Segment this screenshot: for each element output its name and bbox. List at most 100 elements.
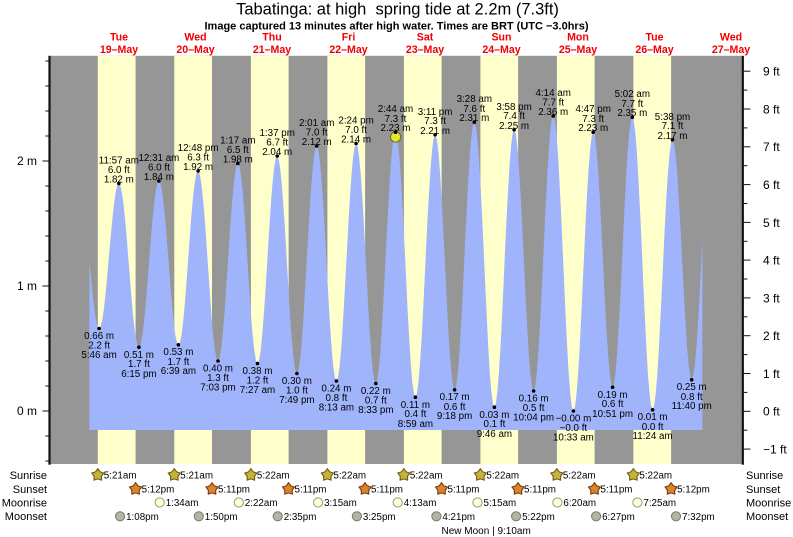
svg-text:25–May: 25–May: [559, 44, 597, 56]
svg-text:3:28 am: 3:28 am: [457, 94, 492, 105]
svg-text:3:11 pm: 3:11 pm: [418, 107, 453, 118]
svg-text:0.66 m: 0.66 m: [84, 331, 114, 342]
svg-text:Moonset: Moonset: [746, 511, 788, 523]
svg-text:Mon: Mon: [567, 32, 589, 44]
svg-text:0.40 m: 0.40 m: [203, 364, 233, 375]
svg-text:5:11pm: 5:11pm: [371, 485, 403, 496]
svg-text:9 ft: 9 ft: [763, 65, 780, 79]
svg-text:−1 ft: −1 ft: [763, 443, 787, 457]
svg-text:6 ft: 6 ft: [763, 178, 780, 192]
svg-text:23–May: 23–May: [406, 44, 444, 56]
svg-text:0.6 ft: 0.6 ft: [444, 402, 466, 413]
svg-text:0.53 m: 0.53 m: [163, 347, 193, 358]
svg-text:2.17 m: 2.17 m: [658, 131, 688, 142]
svg-text:1:08pm: 1:08pm: [126, 512, 159, 523]
svg-text:11:24 am: 11:24 am: [633, 431, 673, 442]
svg-text:2:24 pm: 2:24 pm: [338, 116, 373, 127]
svg-text:0.6 ft: 0.6 ft: [602, 399, 624, 410]
svg-text:0.5 ft: 0.5 ft: [523, 403, 545, 414]
svg-text:5:22am: 5:22am: [257, 471, 290, 482]
svg-text:0.22 m: 0.22 m: [361, 386, 391, 397]
svg-text:8:33 pm: 8:33 pm: [358, 405, 393, 416]
svg-text:7.3 ft: 7.3 ft: [424, 116, 446, 127]
svg-text:6:15 pm: 6:15 pm: [121, 369, 156, 380]
svg-text:6.0 ft: 6.0 ft: [108, 165, 130, 176]
svg-text:20–May: 20–May: [176, 44, 214, 56]
svg-text:7.0 ft: 7.0 ft: [306, 128, 328, 139]
svg-text:6:20am: 6:20am: [563, 498, 596, 509]
svg-text:10:51 pm: 10:51 pm: [592, 409, 633, 420]
svg-text:Moonrise: Moonrise: [746, 497, 791, 509]
svg-text:0.03 m: 0.03 m: [479, 410, 509, 421]
svg-text:1.0 ft: 1.0 ft: [286, 386, 308, 397]
svg-text:10:04 pm: 10:04 pm: [513, 413, 554, 424]
svg-text:0 m: 0 m: [17, 404, 37, 418]
svg-text:1.92 m: 1.92 m: [183, 162, 213, 173]
svg-text:2.04 m: 2.04 m: [262, 147, 292, 158]
svg-text:1.3 ft: 1.3 ft: [207, 373, 229, 384]
svg-text:0.0 ft: 0.0 ft: [642, 422, 664, 433]
svg-text:6.3 ft: 6.3 ft: [187, 153, 209, 164]
svg-text:2.25 m: 2.25 m: [499, 121, 529, 132]
svg-text:Sunset: Sunset: [746, 484, 780, 496]
svg-text:3:58 pm: 3:58 pm: [496, 102, 531, 113]
svg-text:5:38 pm: 5:38 pm: [655, 112, 690, 123]
svg-text:9:46 am: 9:46 am: [477, 429, 512, 440]
svg-text:0.30 m: 0.30 m: [282, 376, 312, 387]
svg-text:Tue: Tue: [110, 32, 128, 44]
svg-text:6:27pm: 6:27pm: [602, 512, 635, 523]
svg-text:7:32pm: 7:32pm: [682, 512, 715, 523]
svg-text:1.7 ft: 1.7 ft: [168, 357, 190, 368]
svg-text:7.4 ft: 7.4 ft: [503, 111, 525, 122]
svg-text:3:15am: 3:15am: [324, 498, 357, 509]
svg-text:2.35 m: 2.35 m: [617, 108, 647, 119]
svg-text:−0.0 ft: −0.0 ft: [560, 423, 588, 434]
svg-text:0.11 m: 0.11 m: [401, 400, 430, 411]
svg-text:7.7 ft: 7.7 ft: [621, 99, 643, 110]
svg-text:0 ft: 0 ft: [763, 405, 780, 419]
svg-text:5:22pm: 5:22pm: [522, 512, 555, 523]
svg-text:5:11pm: 5:11pm: [524, 485, 556, 496]
svg-text:2:01 am: 2:01 am: [299, 118, 334, 129]
svg-text:9:18 pm: 9:18 pm: [437, 411, 472, 422]
svg-text:5:22am: 5:22am: [563, 471, 596, 482]
svg-text:19–May: 19–May: [100, 44, 138, 56]
svg-text:Image captured 13 minutes afte: Image captured 13 minutes after high wat…: [205, 21, 589, 33]
svg-text:21–May: 21–May: [253, 44, 291, 56]
svg-text:0.8 ft: 0.8 ft: [681, 392, 703, 403]
svg-text:7.6 ft: 7.6 ft: [463, 104, 485, 115]
svg-text:26–May: 26–May: [635, 44, 673, 56]
svg-text:0.38 m: 0.38 m: [243, 366, 273, 377]
svg-text:Thu: Thu: [262, 32, 281, 44]
svg-text:1.2 ft: 1.2 ft: [247, 376, 269, 387]
svg-text:1 m: 1 m: [17, 279, 37, 293]
svg-text:6.7 ft: 6.7 ft: [266, 138, 288, 149]
svg-text:−0.00 m: −0.00 m: [556, 414, 592, 425]
svg-text:2.36 m: 2.36 m: [538, 107, 568, 118]
svg-text:5:02 am: 5:02 am: [615, 89, 650, 100]
svg-text:24–May: 24–May: [482, 44, 520, 56]
svg-text:1:50pm: 1:50pm: [205, 512, 238, 523]
svg-text:New Moon | 9:10am: New Moon | 9:10am: [442, 526, 531, 537]
svg-text:3:25pm: 3:25pm: [363, 512, 396, 523]
svg-text:12:48 pm: 12:48 pm: [178, 143, 219, 154]
svg-text:5:22am: 5:22am: [639, 471, 672, 482]
svg-text:11:57 am: 11:57 am: [99, 156, 139, 167]
svg-text:27–May: 27–May: [712, 44, 750, 56]
svg-text:4:21pm: 4:21pm: [442, 512, 475, 523]
svg-text:7.1 ft: 7.1 ft: [662, 121, 684, 132]
svg-text:Wed: Wed: [720, 32, 742, 44]
svg-text:5:11pm: 5:11pm: [448, 485, 480, 496]
svg-text:Sunrise: Sunrise: [10, 470, 47, 482]
svg-text:4:47 pm: 4:47 pm: [575, 104, 610, 115]
svg-text:Sat: Sat: [417, 32, 434, 44]
svg-text:2.21 m: 2.21 m: [420, 126, 450, 137]
svg-text:22–May: 22–May: [329, 44, 367, 56]
svg-text:2.23 m: 2.23 m: [381, 123, 411, 134]
svg-text:Fri: Fri: [342, 32, 356, 44]
svg-text:7.3 ft: 7.3 ft: [582, 114, 604, 125]
svg-text:3 ft: 3 ft: [763, 291, 780, 305]
svg-text:7 ft: 7 ft: [763, 140, 780, 154]
svg-text:2:22am: 2:22am: [245, 498, 278, 509]
svg-text:5:22am: 5:22am: [333, 471, 366, 482]
